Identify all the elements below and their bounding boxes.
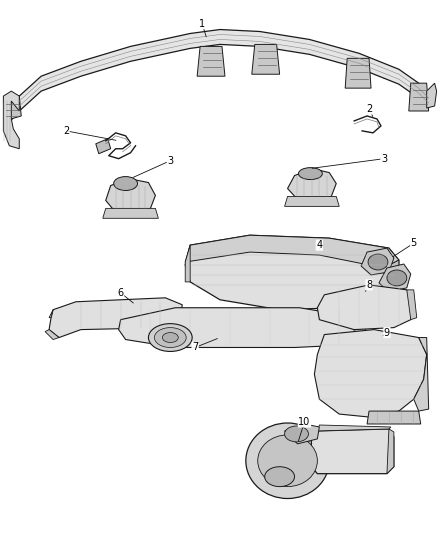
Polygon shape — [185, 235, 399, 310]
Text: 8: 8 — [366, 280, 372, 290]
Ellipse shape — [155, 328, 186, 348]
Polygon shape — [288, 168, 336, 203]
Polygon shape — [387, 429, 394, 474]
Ellipse shape — [148, 324, 192, 351]
Ellipse shape — [246, 423, 329, 498]
Polygon shape — [379, 264, 411, 292]
Text: 7: 7 — [192, 343, 198, 352]
Ellipse shape — [162, 333, 178, 343]
Polygon shape — [354, 320, 367, 342]
Polygon shape — [409, 83, 429, 111]
Polygon shape — [96, 139, 111, 154]
Polygon shape — [345, 58, 371, 88]
Text: 10: 10 — [298, 417, 311, 427]
Text: 2: 2 — [366, 104, 372, 114]
Polygon shape — [384, 260, 399, 300]
Ellipse shape — [285, 426, 308, 442]
Polygon shape — [314, 329, 427, 417]
Polygon shape — [367, 411, 421, 424]
Polygon shape — [103, 208, 159, 219]
Polygon shape — [45, 329, 59, 340]
Ellipse shape — [298, 168, 322, 180]
Polygon shape — [294, 439, 324, 464]
Polygon shape — [407, 290, 417, 320]
Polygon shape — [185, 245, 190, 282]
Text: 9: 9 — [384, 328, 390, 337]
Polygon shape — [414, 337, 429, 411]
Ellipse shape — [368, 254, 388, 270]
Polygon shape — [106, 179, 155, 215]
Polygon shape — [285, 197, 339, 206]
Polygon shape — [318, 285, 414, 329]
Polygon shape — [427, 83, 437, 108]
Polygon shape — [19, 29, 429, 111]
Polygon shape — [119, 308, 361, 348]
Ellipse shape — [387, 270, 407, 286]
Polygon shape — [197, 46, 225, 76]
Text: 5: 5 — [411, 238, 417, 248]
Polygon shape — [311, 429, 394, 474]
Polygon shape — [318, 425, 391, 431]
Polygon shape — [361, 248, 394, 275]
Polygon shape — [4, 91, 19, 149]
Ellipse shape — [258, 435, 318, 487]
Text: 6: 6 — [117, 288, 124, 298]
Ellipse shape — [114, 176, 138, 190]
Text: 3: 3 — [167, 156, 173, 166]
Polygon shape — [49, 310, 53, 318]
Polygon shape — [285, 424, 319, 444]
Ellipse shape — [265, 467, 294, 487]
Polygon shape — [185, 235, 399, 268]
Polygon shape — [4, 96, 19, 126]
Text: 4: 4 — [316, 240, 322, 250]
Text: 1: 1 — [199, 19, 205, 29]
Polygon shape — [4, 96, 21, 121]
Text: 3: 3 — [381, 154, 387, 164]
Polygon shape — [252, 44, 279, 74]
Text: 2: 2 — [63, 126, 69, 136]
Polygon shape — [49, 298, 182, 337]
